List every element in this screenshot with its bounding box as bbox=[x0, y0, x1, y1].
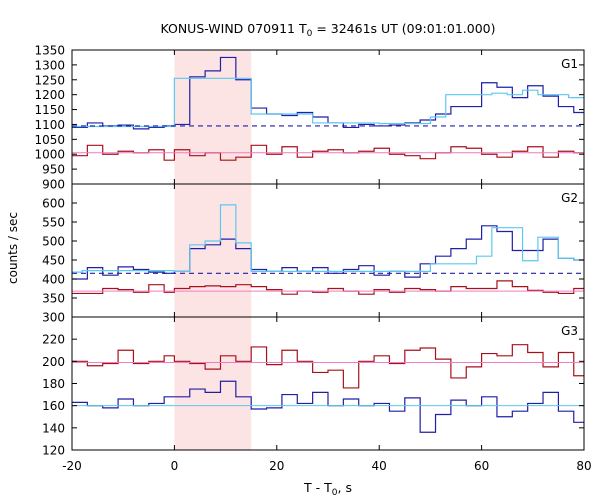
y-tick-label: 1250 bbox=[34, 73, 65, 87]
y-tick-label: 1100 bbox=[34, 118, 65, 132]
highlight-layer bbox=[174, 50, 252, 450]
chart-title: KONUS-WIND 070911 T0 = 32461s UT (09:01:… bbox=[160, 21, 495, 39]
y-tick-label: 140 bbox=[42, 421, 65, 435]
y-tick-label: 350 bbox=[42, 292, 65, 306]
series-g1-g1-model bbox=[72, 77, 584, 128]
x-tick-label: 60 bbox=[474, 459, 489, 473]
y-tick-label: 900 bbox=[42, 178, 65, 192]
y-tick-label: 180 bbox=[42, 377, 65, 391]
series-g2-g2-counts bbox=[72, 225, 584, 280]
panel-label: G3 bbox=[561, 324, 578, 338]
panel-label: G2 bbox=[561, 191, 578, 205]
x-axis-label: T - T0, s bbox=[303, 480, 352, 498]
x-axis-label-rest: , s bbox=[338, 480, 352, 495]
x-axis: -20 0 20 40 60 80 bbox=[62, 459, 591, 473]
y-tick-label: 300 bbox=[42, 311, 65, 325]
y-tick-label: 400 bbox=[42, 273, 65, 287]
y-tick-label: 160 bbox=[42, 399, 65, 413]
y-tick-label: 450 bbox=[42, 254, 65, 268]
x-tick-label: 80 bbox=[576, 459, 591, 473]
chart-title-rest: = 32461s UT (09:01:01.000) bbox=[312, 21, 495, 36]
y-tick-label: 1350 bbox=[34, 44, 65, 58]
y-tick-label: 220 bbox=[42, 333, 65, 347]
series-g3-g3-high-band bbox=[72, 344, 584, 389]
chart-title-main: KONUS-WIND 070911 T bbox=[160, 21, 306, 36]
highlight-region bbox=[174, 50, 252, 450]
y-tick-label: 200 bbox=[42, 355, 65, 369]
series-g1-g1-high-band bbox=[72, 144, 584, 161]
y-tick-label: 950 bbox=[42, 163, 65, 177]
x-axis-label-main: T - T bbox=[303, 480, 332, 495]
panel-frame-g2 bbox=[71, 183, 585, 318]
y-tick-label: 500 bbox=[42, 235, 65, 249]
x-tick-label: -20 bbox=[62, 459, 82, 473]
x-tick-label: 40 bbox=[372, 459, 387, 473]
panel-frame-g3 bbox=[71, 316, 585, 451]
y-axis-label: counts / sec bbox=[6, 212, 20, 284]
panel-label: G1 bbox=[561, 57, 578, 71]
x-axis-label-sub: 0 bbox=[332, 488, 338, 498]
series-group-g1 bbox=[72, 56, 584, 161]
panel-g2: 300 350 400 450 500 550 600 G2 bbox=[42, 183, 585, 325]
x-tick-label: 0 bbox=[171, 459, 179, 473]
y-tick-label: 1000 bbox=[34, 148, 65, 162]
series-group-g3 bbox=[72, 344, 584, 433]
series-g2-g2-high-band bbox=[72, 280, 584, 295]
y-tick-label: 1200 bbox=[34, 88, 65, 102]
chart-title-sub: 0 bbox=[307, 29, 313, 39]
y-tick-label: 1150 bbox=[34, 103, 65, 117]
y-tick-label: 120 bbox=[42, 444, 65, 458]
series-g3-g3-counts bbox=[72, 380, 584, 433]
y-tick-label: 1050 bbox=[34, 133, 65, 147]
series-g2-g2-model bbox=[72, 204, 584, 273]
x-tick-label: 20 bbox=[269, 459, 284, 473]
series-group-g2 bbox=[72, 204, 584, 295]
y-tick-label: 1300 bbox=[34, 58, 65, 72]
y-tick-label: 600 bbox=[42, 197, 65, 211]
series-g1-g1-counts bbox=[72, 56, 584, 130]
panel-g3: 120 140 160 180 200 220 G3 bbox=[42, 316, 585, 458]
y-tick-label: 550 bbox=[42, 216, 65, 230]
